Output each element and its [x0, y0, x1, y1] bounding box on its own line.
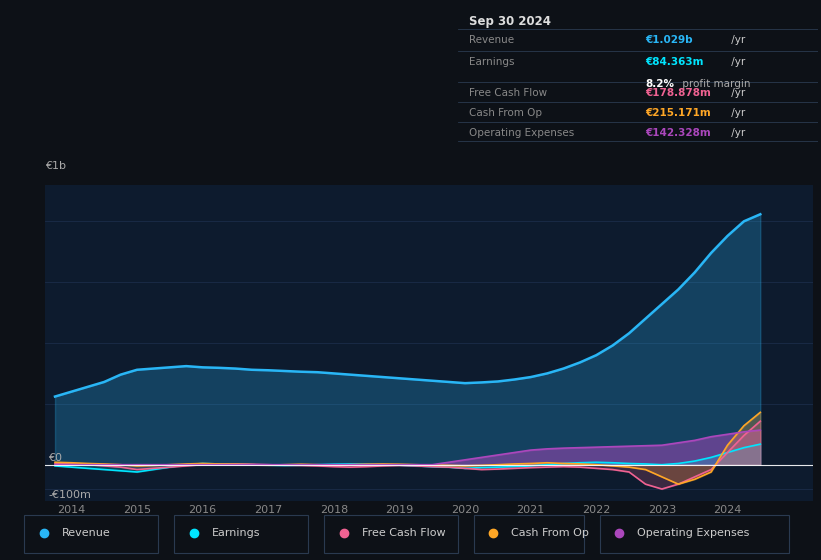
Text: Earnings: Earnings	[212, 529, 260, 538]
Text: Free Cash Flow: Free Cash Flow	[361, 529, 445, 538]
Text: -€100m: -€100m	[48, 489, 91, 500]
FancyBboxPatch shape	[174, 515, 308, 553]
Text: €178.878m: €178.878m	[645, 88, 711, 98]
Text: profit margin: profit margin	[679, 78, 750, 88]
Text: €84.363m: €84.363m	[645, 57, 704, 67]
Text: €1b: €1b	[45, 161, 67, 171]
Text: /yr: /yr	[728, 57, 745, 67]
Text: Operating Expenses: Operating Expenses	[469, 128, 574, 138]
FancyBboxPatch shape	[474, 515, 584, 553]
Text: /yr: /yr	[728, 128, 745, 138]
Text: Operating Expenses: Operating Expenses	[637, 529, 750, 538]
Text: /yr: /yr	[728, 35, 745, 45]
Text: €0: €0	[48, 452, 62, 463]
Text: Cash From Op: Cash From Op	[511, 529, 589, 538]
Text: /yr: /yr	[728, 108, 745, 118]
Text: Cash From Op: Cash From Op	[469, 108, 542, 118]
FancyBboxPatch shape	[323, 515, 458, 553]
Text: €215.171m: €215.171m	[645, 108, 711, 118]
Text: Revenue: Revenue	[469, 35, 514, 45]
Text: Free Cash Flow: Free Cash Flow	[469, 88, 547, 98]
Text: Earnings: Earnings	[469, 57, 515, 67]
Text: Revenue: Revenue	[62, 529, 111, 538]
FancyBboxPatch shape	[599, 515, 789, 553]
Text: €1.029b: €1.029b	[645, 35, 693, 45]
Text: €142.328m: €142.328m	[645, 128, 711, 138]
FancyBboxPatch shape	[25, 515, 158, 553]
Text: Sep 30 2024: Sep 30 2024	[469, 15, 551, 28]
Text: /yr: /yr	[728, 88, 745, 98]
Text: 8.2%: 8.2%	[645, 78, 674, 88]
